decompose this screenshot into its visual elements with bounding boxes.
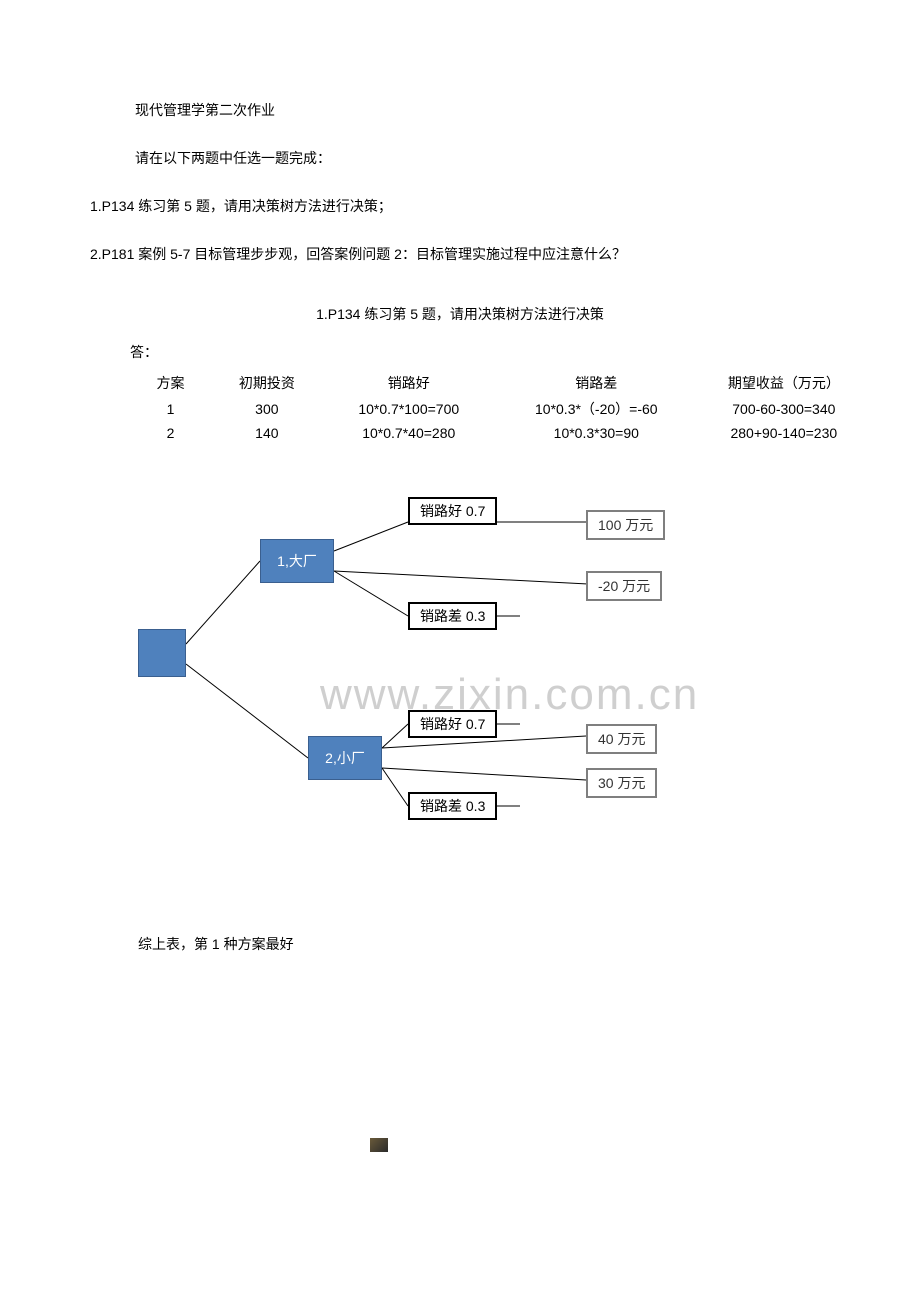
footer-icon xyxy=(370,1138,388,1152)
conclusion: 综上表，第 1 种方案最好 xyxy=(138,934,830,954)
table-header: 销路好 xyxy=(323,370,495,396)
section-title: 1.P134 练习第 5 题，请用决策树方法进行决策 xyxy=(90,304,830,324)
table-cell: 700-60-300=340 xyxy=(698,396,870,422)
outcome-1: 100 万元 xyxy=(586,510,665,540)
table-cell: 10*0.3*30=90 xyxy=(495,422,698,444)
prob-label-good1: 销路好 0.7 xyxy=(408,497,497,525)
table-header: 销路差 xyxy=(495,370,698,396)
calc-table: 方案 初期投资 销路好 销路差 期望收益（万元） 1 300 10*0.7*10… xyxy=(130,370,870,444)
branch-node-2: 2,小厂 xyxy=(308,736,382,780)
table-header: 方案 xyxy=(130,370,211,396)
instruction: 请在以下两题中任选一题完成： xyxy=(135,148,830,168)
branch-label: 1,大厂 xyxy=(277,551,317,571)
decision-tree: www.zixin.com.cn 1,大厂 2,小厂 销路好 0.7 销路差 0… xyxy=(90,474,830,854)
table-cell: 10*0.7*100=700 xyxy=(323,396,495,422)
prob-label-good2: 销路好 0.7 xyxy=(408,710,497,738)
branch-label: 2,小厂 xyxy=(325,748,365,768)
table-header: 期望收益（万元） xyxy=(698,370,870,396)
root-node xyxy=(138,629,186,677)
table-cell: 280+90-140=230 xyxy=(698,422,870,444)
table-row: 1 300 10*0.7*100=700 10*0.3*（-20）=-60 70… xyxy=(130,396,870,422)
table-cell: 140 xyxy=(211,422,323,444)
answer-label: 答： xyxy=(130,342,830,362)
table-row: 方案 初期投资 销路好 销路差 期望收益（万元） xyxy=(130,370,870,396)
question-2: 2.P181 案例 5-7 目标管理步步观，回答案例问题 2：目标管理实施过程中… xyxy=(90,244,830,264)
table-cell: 2 xyxy=(130,422,211,444)
branch-node-1: 1,大厂 xyxy=(260,539,334,583)
table-cell: 300 xyxy=(211,396,323,422)
outcome-4: 30 万元 xyxy=(586,768,657,798)
doc-title: 现代管理学第二次作业 xyxy=(135,100,830,120)
prob-label-bad1: 销路差 0.3 xyxy=(408,602,497,630)
table-cell: 10*0.7*40=280 xyxy=(323,422,495,444)
table-row: 2 140 10*0.7*40=280 10*0.3*30=90 280+90-… xyxy=(130,422,870,444)
question-1: 1.P134 练习第 5 题，请用决策树方法进行决策； xyxy=(90,196,830,216)
table-header: 初期投资 xyxy=(211,370,323,396)
outcome-2: -20 万元 xyxy=(586,571,662,601)
outcome-3: 40 万元 xyxy=(586,724,657,754)
watermark: www.zixin.com.cn xyxy=(320,670,699,720)
prob-label-bad2: 销路差 0.3 xyxy=(408,792,497,820)
table-cell: 1 xyxy=(130,396,211,422)
table-cell: 10*0.3*（-20）=-60 xyxy=(495,396,698,422)
